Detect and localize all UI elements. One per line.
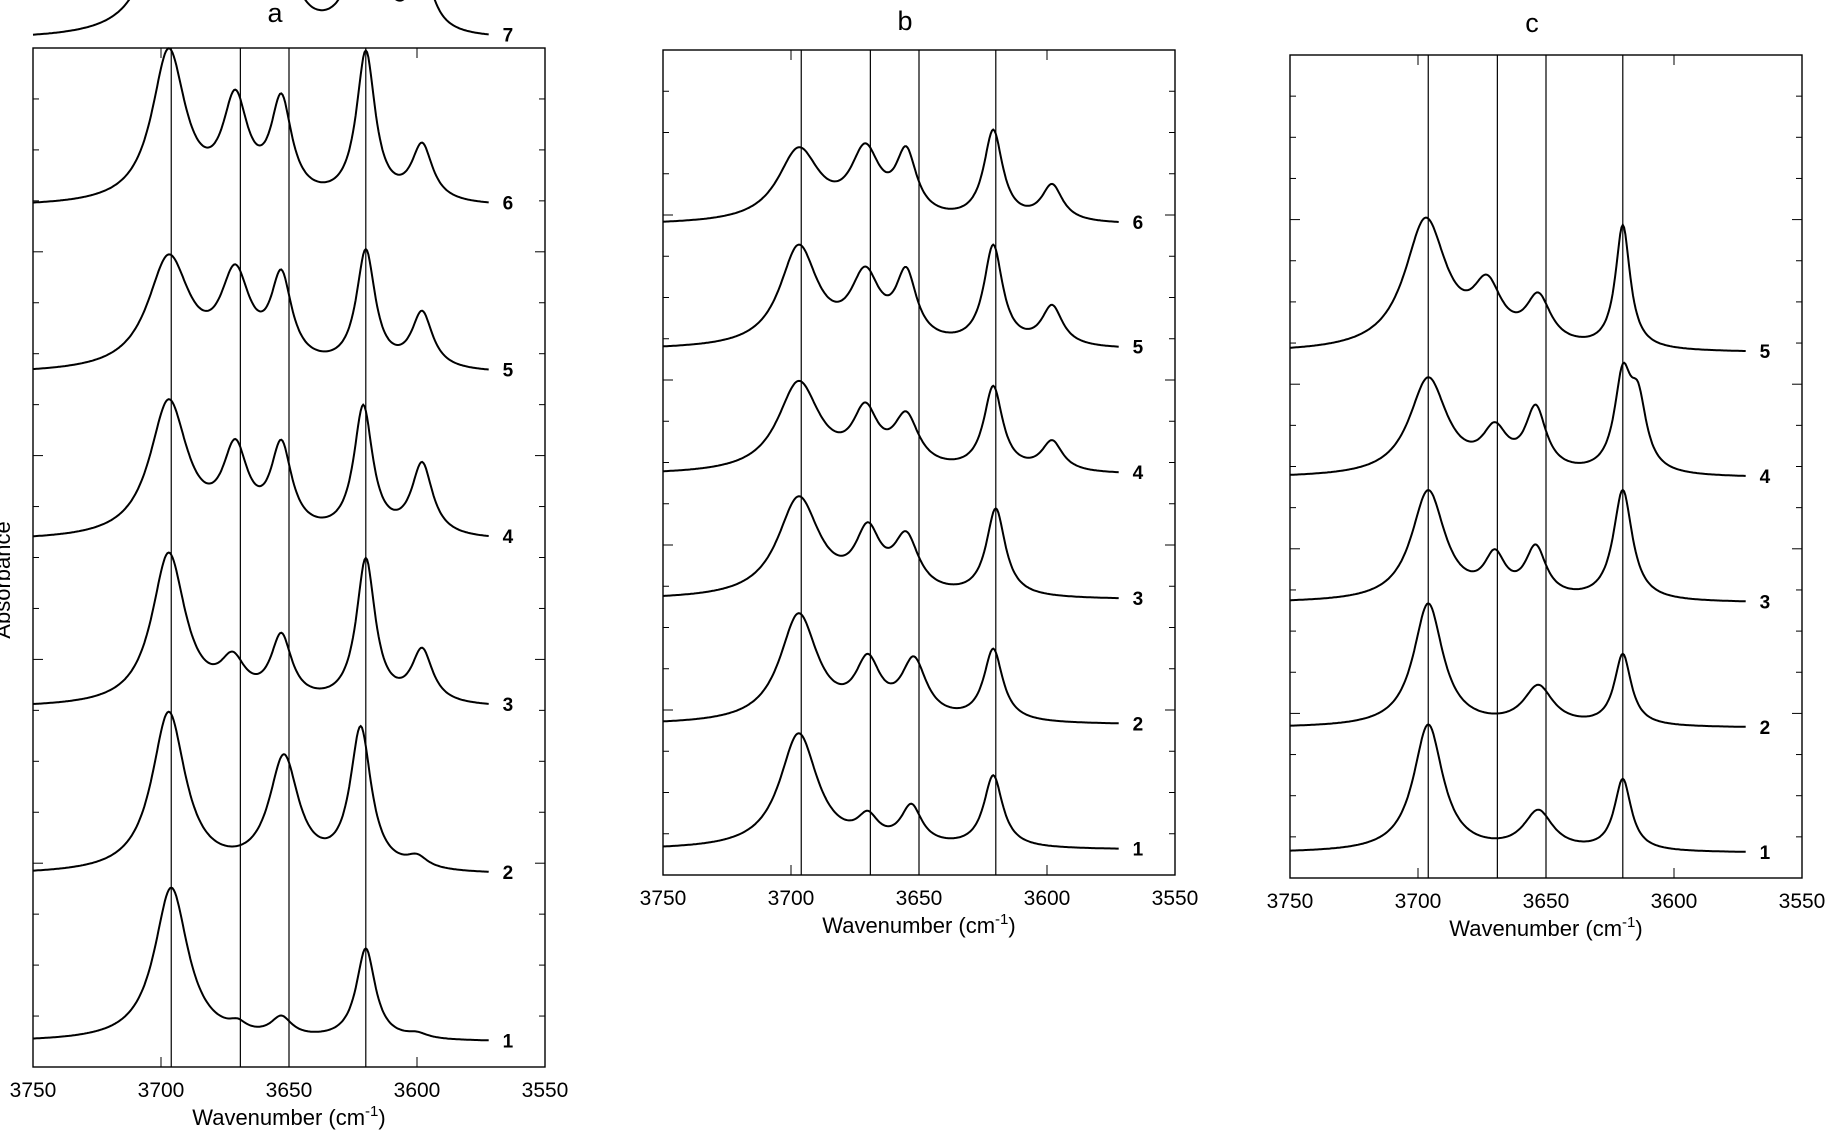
series-label: 3	[1133, 589, 1144, 610]
x-tick-label: 3750	[640, 887, 687, 910]
spectrum-series-2	[662, 612, 1119, 725]
x-tick-label: 3700	[768, 887, 815, 910]
spectrum-series-5	[1289, 216, 1746, 352]
series-label: 4	[503, 527, 514, 548]
x-tick-label: 3600	[394, 1079, 441, 1102]
spectrum-series-1	[662, 732, 1119, 850]
spectrum-series-1	[33, 886, 489, 1042]
spectrum-series-4	[1290, 361, 1746, 477]
series-label: 6	[1133, 213, 1144, 234]
series-label: 3	[503, 695, 514, 716]
spectrum-series-3	[32, 551, 489, 705]
spectrum-series-1	[1290, 723, 1746, 853]
series-label: 5	[1760, 342, 1771, 363]
x-axis-title: Wavenumber (cm-1)	[822, 911, 1015, 938]
x-axis-title-sup: -1	[365, 1103, 378, 1120]
series-label: 5	[1133, 338, 1144, 359]
x-axis-title-end: )	[1635, 916, 1642, 941]
x-axis-title-text: Wavenumber (cm	[192, 1105, 365, 1130]
x-axis-title-sup: -1	[1622, 914, 1635, 931]
series-label: 7	[503, 25, 514, 46]
panel-title: c	[1525, 8, 1539, 38]
series-label: 4	[1133, 463, 1144, 484]
series-label: 4	[1760, 467, 1771, 488]
series-label: 1	[503, 1031, 514, 1052]
panel-c: c 3750 3700 3650 3600 3550 Wavenumber (cm-1) 1 2…	[1267, 8, 1826, 941]
series-label: 2	[1760, 718, 1771, 739]
series-label: 2	[1133, 714, 1144, 735]
x-axis-title: Wavenumber (cm-1)	[192, 1103, 385, 1130]
x-tick-label: 3650	[896, 887, 943, 910]
x-axis-title: Wavenumber (cm-1)	[1449, 914, 1642, 941]
series-label: 3	[1760, 592, 1771, 613]
panel-a: a 3750 3700 3650 3600 3550 Wavenumber (cm-1) 1 2…	[10, 0, 569, 1130]
x-tick-label: 3600	[1024, 887, 1071, 910]
spectrum-series-7	[32, 0, 489, 36]
x-axis-title-text: Wavenumber (cm	[822, 913, 995, 938]
spectrum-series-2	[33, 710, 489, 873]
panel-title: b	[897, 6, 912, 36]
spectrum-series-2	[1289, 602, 1746, 728]
panel-title: a	[267, 0, 283, 28]
series-label: 1	[1760, 843, 1771, 864]
x-axis-title-text: Wavenumber (cm	[1449, 916, 1622, 941]
x-tick-label: 3750	[10, 1079, 57, 1102]
spectrum-series-4	[32, 398, 489, 538]
x-tick-label: 3650	[1523, 890, 1570, 913]
series-label: 5	[503, 361, 514, 382]
x-axis-title-end: )	[378, 1105, 385, 1130]
series-label: 1	[1133, 840, 1144, 861]
y-axis-label: Absorbance	[0, 521, 15, 638]
x-axis-title-sup: -1	[995, 911, 1008, 928]
x-tick-label: 3550	[1152, 887, 1199, 910]
spectrum-series-3	[663, 495, 1119, 600]
spectrum-series-3	[1290, 488, 1746, 603]
spectrum-series-6	[662, 128, 1119, 223]
x-tick-label: 3700	[1395, 890, 1442, 913]
spectrum-series-5	[663, 243, 1119, 348]
series-label: 6	[503, 193, 514, 214]
x-axis-title-end: )	[1008, 913, 1015, 938]
panel-b: b 3750 3700 3650 3600 3550 Wavenumber (cm-1) 1 2…	[640, 6, 1199, 938]
series-label: 2	[503, 863, 514, 884]
x-tick-label: 3600	[1651, 890, 1698, 913]
spectrum-series-4	[662, 379, 1119, 474]
x-tick-label: 3700	[138, 1079, 185, 1102]
x-tick-label: 3750	[1267, 890, 1314, 913]
x-tick-label: 3550	[522, 1079, 569, 1102]
spectrum-series-5	[33, 247, 489, 371]
x-tick-label: 3650	[266, 1079, 313, 1102]
x-tick-label: 3550	[1779, 890, 1826, 913]
spectrum-series-6	[32, 47, 489, 204]
